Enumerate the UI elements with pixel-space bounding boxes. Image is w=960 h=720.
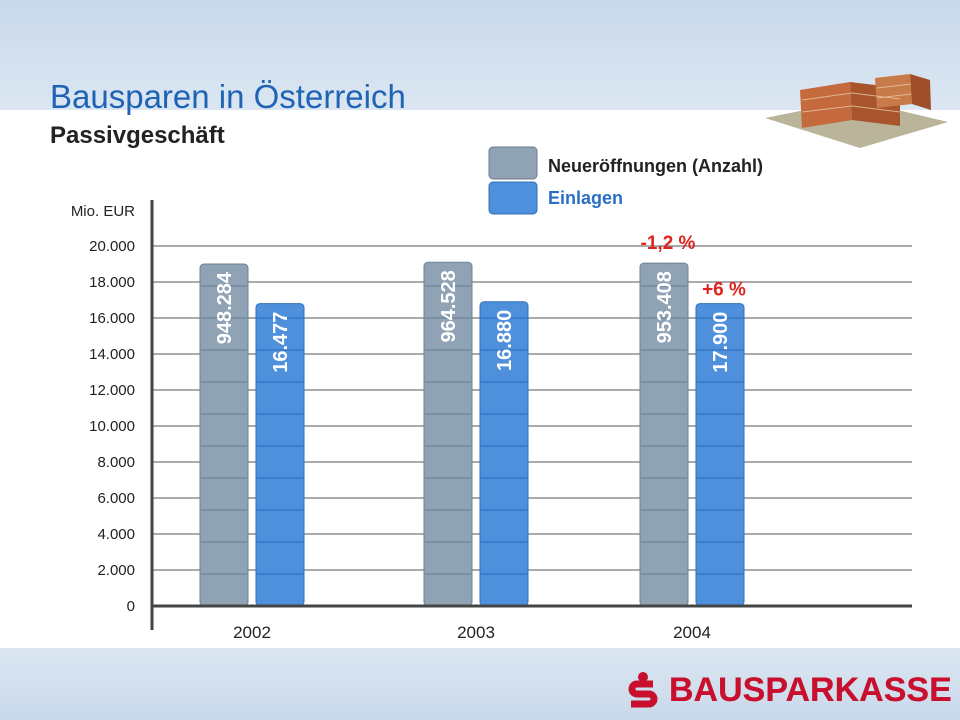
page-title: Bausparen in Österreich: [50, 78, 406, 115]
bar-value-label: 16.880: [494, 310, 516, 371]
bar-value-label: 16.477: [270, 312, 292, 373]
y-tick-label: 16.000: [89, 310, 135, 327]
footer-band: [0, 648, 960, 720]
brand-name: BAUSPARKASSE: [669, 670, 952, 709]
y-axis-title: Mio. EUR: [71, 203, 135, 220]
legend-label-einlagen: Einlagen: [548, 188, 624, 208]
annotation-change-label: +6 %: [702, 280, 746, 301]
bar-value-label: 953.408: [654, 271, 676, 343]
y-tick-label: 6.000: [97, 490, 135, 507]
legend-swatch-einlagen: [488, 181, 538, 215]
brick-house-illustration: [765, 74, 948, 148]
bar-value-label: 948.284: [214, 271, 236, 344]
legend-swatch-neueroeffnungen: [488, 146, 538, 180]
header-band: [0, 0, 960, 110]
y-tick-label: 10.000: [89, 418, 135, 435]
y-tick-label: 0: [127, 598, 135, 615]
bar-value-label: 17.900: [710, 312, 732, 373]
x-tick-label: 2003: [457, 623, 495, 642]
data-labels: 0 2.000 4.000 6.000 8.000 10.000 12.000 14.000 1…: [89, 233, 746, 642]
legend-label-neueroeffnungen: Neueröffnungen (Anzahl): [548, 156, 763, 176]
sparkasse-s-icon: [628, 672, 658, 708]
legend-swatches: [488, 146, 538, 215]
x-tick-label: 2004: [673, 623, 711, 642]
bausparkasse-logo: BAUSPARKASSE: [623, 670, 952, 710]
y-tick-label: 2.000: [97, 562, 135, 579]
y-tick-label: 8.000: [97, 454, 135, 471]
x-tick-label: 2002: [233, 623, 271, 642]
y-tick-label: 12.000: [89, 382, 135, 399]
y-tick-label: 14.000: [89, 346, 135, 363]
y-tick-label: 4.000: [97, 526, 135, 543]
bars: [199, 261, 745, 607]
page-subtitle: Passivgeschäft: [50, 122, 225, 149]
y-tick-label: 18.000: [89, 274, 135, 291]
y-tick-label: 20.000: [89, 238, 135, 255]
annotation-change-label: -1,2 %: [641, 233, 696, 254]
bar-value-label: 964.528: [438, 270, 460, 342]
